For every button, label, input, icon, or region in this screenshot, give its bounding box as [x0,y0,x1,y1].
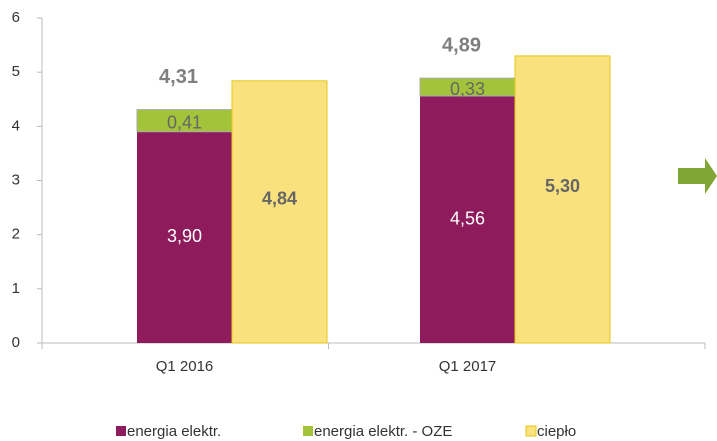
value-label: 0,41 [167,112,202,132]
y-tick-label: 6 [12,9,20,26]
bar-segment [420,96,515,343]
value-label: 5,30 [545,176,580,196]
legend-swatch [525,425,537,437]
value-label: 4,84 [262,189,297,209]
bar [514,55,611,344]
y-tick-label: 1 [12,280,20,297]
x-tick-label: Q1 2016 [156,358,214,375]
y-tick-label: 2 [12,226,20,243]
value-label: 4,56 [450,208,485,228]
value-label: 0,33 [450,79,485,99]
legend-label: ciepło [537,423,576,440]
legend-label: energia elektr. [127,423,221,440]
y-tick-label: 4 [12,117,20,134]
arrow [678,158,717,194]
y-tick-label: 0 [12,334,20,351]
stack-total-label: 4,89 [442,34,481,56]
y-tick-label: 3 [12,171,20,188]
value-label: 3,90 [167,226,202,246]
legend-label: energia elektr. - OZE [314,423,452,440]
stack-total-label: 4,31 [159,66,198,88]
x-tick-label: Q1 2017 [439,358,497,375]
bar [231,80,328,344]
legend-swatch [303,426,313,436]
y-tick-label: 5 [12,63,20,80]
legend-swatch [116,426,126,436]
bar-segment [137,131,232,343]
